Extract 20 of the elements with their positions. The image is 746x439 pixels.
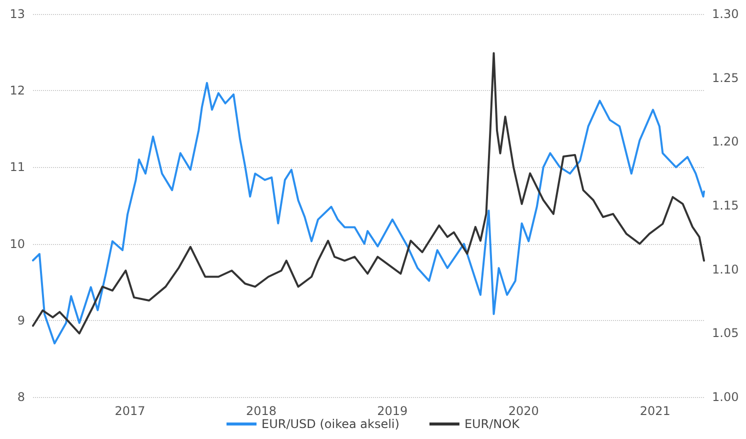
y2-tick-label: 1.05 [712, 326, 739, 340]
y-tick-label: 10 [10, 236, 25, 251]
y2-tick-label: 1.25 [712, 70, 739, 85]
y2-tick-label: 1.10 [712, 262, 739, 276]
x-tick-label: 2021 [640, 404, 670, 418]
legend-label: EUR/USD (oikea akseli) [262, 417, 400, 431]
x-tick-label: 2018 [246, 404, 276, 418]
y2-tick-label: 1.15 [712, 198, 739, 212]
y-tick-label: 8 [17, 390, 25, 404]
y-tick-label: 13 [10, 7, 25, 21]
x-tick-label: 2019 [377, 404, 408, 418]
x-tick-label: 2017 [114, 404, 146, 418]
x-tick-label: 2020 [508, 404, 539, 418]
y-tick-label: 9 [17, 313, 25, 328]
legend-label: EUR/NOK [464, 417, 521, 431]
y-tick-label: 12 [10, 84, 25, 98]
y2-tick-label: 1.30 [712, 7, 739, 21]
y2-tick-label: 1.20 [712, 134, 739, 149]
y-tick-label: 11 [10, 160, 25, 174]
y2-tick-label: 1.00 [712, 390, 739, 404]
